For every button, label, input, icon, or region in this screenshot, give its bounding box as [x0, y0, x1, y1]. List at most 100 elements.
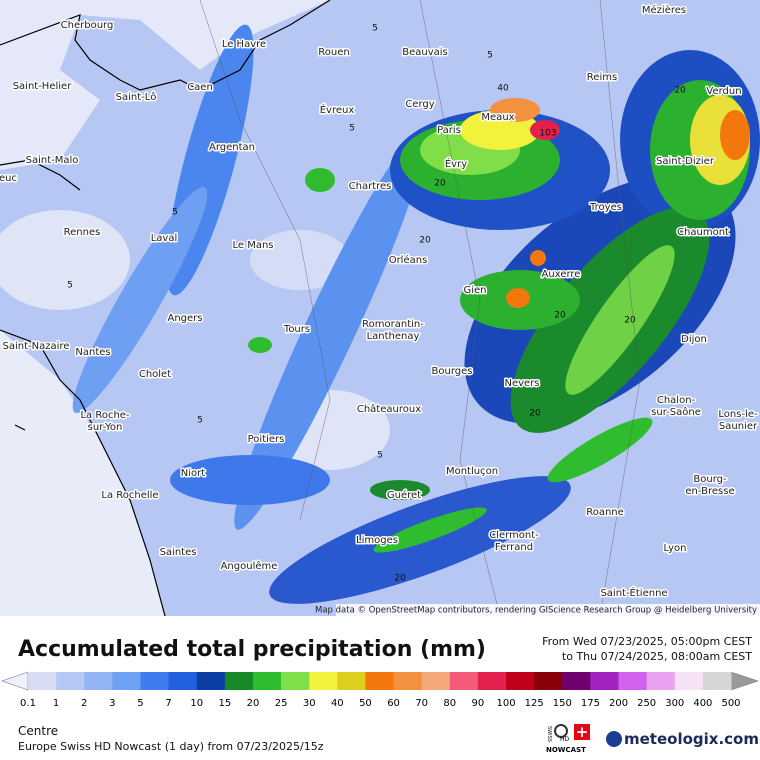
map: Cherbourg Le Havre Rouen Beauvais Mézières Re…: [0, 0, 760, 616]
city-label: Bourges: [432, 366, 473, 377]
city-label: Châteauroux: [357, 403, 421, 415]
legend-swatch: [562, 672, 591, 690]
city-label: Troyes: [589, 202, 622, 213]
legend-label: 250: [637, 698, 656, 709]
legend-swatch: [618, 672, 648, 690]
city-label: Reims: [587, 72, 617, 83]
city-label: Saint-Helier: [13, 81, 73, 92]
city-label: Bourg-: [693, 474, 727, 485]
badge-bottom: NOWCAST: [546, 746, 586, 754]
contour-label: 5: [172, 208, 178, 218]
contour-label: 20: [674, 86, 686, 96]
city-labels: Cherbourg Le Havre Rouen Beauvais Mézières Re…: [0, 3, 759, 601]
legend-label: 60: [387, 698, 400, 709]
legend-swatch: [590, 672, 620, 690]
legend-label: 50: [359, 698, 372, 709]
legend-swatch: [196, 672, 226, 690]
legend-swatch: [140, 672, 170, 690]
title: Accumulated total precipitation (mm): [18, 637, 486, 662]
region: Centre: [18, 724, 59, 738]
legend-swatch: [421, 672, 451, 690]
city-label: Poitiers: [248, 434, 285, 445]
city-label: Le Mans: [232, 240, 273, 251]
city-label: Ferrand: [495, 542, 533, 553]
legend-swatch: [534, 672, 563, 690]
city-label: Clermont-: [489, 530, 539, 541]
legend-label: 20: [247, 698, 260, 709]
city-label: Cholet: [139, 369, 171, 380]
legend-swatch: [477, 672, 507, 690]
contour-label: 40: [497, 84, 509, 94]
legend-label: 15: [218, 698, 231, 709]
city-label: Nantes: [75, 347, 110, 358]
legend-label: 200: [609, 698, 628, 709]
city-label: sur-Yon: [88, 422, 123, 433]
legend-swatch: [252, 672, 282, 690]
precip-field: [0, 0, 760, 616]
city-label: Saintes: [160, 547, 197, 558]
legend-label: 1: [53, 698, 59, 709]
city-label: Niort: [181, 468, 205, 479]
contour-label: 20: [554, 311, 566, 321]
city-label: euc: [0, 173, 17, 184]
legend-label: 25: [275, 698, 288, 709]
legend-label: 5: [137, 698, 143, 709]
legend-label: 7: [165, 698, 171, 709]
legend-label: 0.1: [20, 698, 36, 709]
city-label: sur-Saône: [651, 406, 701, 418]
legend-swatch: [224, 672, 254, 690]
city-label: Chaumont: [677, 227, 729, 238]
city-label: Beauvais: [402, 47, 448, 58]
city-label: Roanne: [586, 507, 624, 518]
attribution-bg: [336, 604, 760, 616]
city-label: Cherbourg: [61, 20, 114, 31]
city-label: Montluçon: [446, 466, 498, 477]
badge-hd: HD: [560, 736, 570, 743]
city-label: Mézières: [642, 4, 686, 16]
legend-swatch: [56, 672, 85, 690]
city-label: Chalon-: [657, 395, 696, 406]
city-label: Gien: [463, 285, 486, 296]
contour-label: 5: [197, 416, 203, 426]
attribution: Map data © OpenStreetMap contributors, r…: [315, 606, 757, 616]
city-label: Saint-Dizier: [656, 156, 715, 167]
city-label: Meaux: [481, 112, 514, 123]
legend-label: 40: [331, 698, 344, 709]
contour-label: 20: [529, 409, 541, 419]
contour-label: 103: [539, 129, 556, 139]
legend-swatch: [281, 672, 310, 690]
legend-label: 3: [109, 698, 115, 709]
city-label: Romorantin-: [362, 319, 424, 330]
city-label: Lanthenay: [367, 331, 420, 342]
legend-swatch: [28, 672, 57, 690]
city-label: Nevers: [504, 378, 539, 389]
city-label: Auxerre: [542, 269, 581, 280]
swiss-badge: SWISS HD + NOWCAST: [546, 724, 596, 758]
brand[interactable]: meteologix.com: [624, 730, 759, 748]
city-label: Angoulême: [221, 560, 278, 572]
city-label: Rouen: [318, 47, 349, 58]
city-label: Limoges: [356, 535, 398, 546]
legend-label: 80: [443, 698, 456, 709]
contour-label: 20: [434, 179, 446, 189]
date-to: to Thu 07/24/2025, 08:00am CEST: [561, 650, 752, 663]
contour-label: 5: [377, 451, 383, 461]
legend-label: 125: [525, 698, 544, 709]
legend-label: 300: [665, 698, 684, 709]
legend-arrow-left: [1, 671, 29, 691]
legend-swatch: [674, 672, 704, 690]
badge-top: SWISS: [546, 726, 552, 742]
city-label: Lons-le-: [718, 409, 758, 420]
legend-swatch: [506, 672, 535, 690]
city-label: Évreux: [320, 103, 355, 116]
city-label: Chartres: [349, 181, 392, 192]
city-label: Évry: [445, 157, 467, 170]
contour-label: 20: [394, 574, 406, 584]
legend: 0.1 1 2 3 5 7 10 15 20 25 30 40 50 60 70 80 90 100 125 150 1…: [1, 671, 759, 709]
legend-label: 2: [81, 698, 87, 709]
city-label: Tours: [283, 324, 310, 335]
legend-swatch: [365, 672, 395, 690]
city-label: La Rochelle: [101, 490, 158, 501]
coastline: [0, 0, 331, 616]
